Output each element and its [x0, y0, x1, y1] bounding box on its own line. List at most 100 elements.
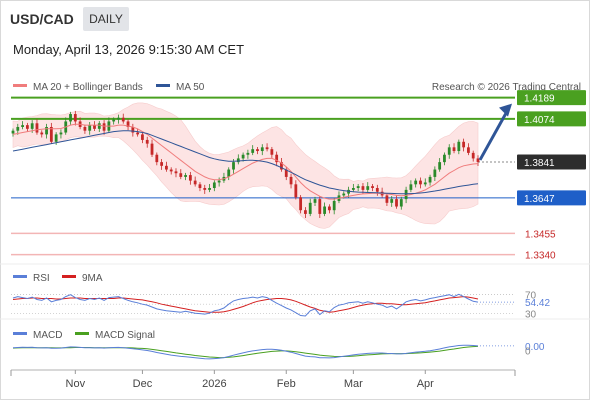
- candle-body: [179, 173, 183, 177]
- time-tick-label-Apr: Apr: [417, 378, 434, 390]
- legend-label-rsi: RSI: [33, 273, 50, 284]
- legend-label-macd: MACD: [33, 330, 62, 341]
- period-badge[interactable]: DAILY: [83, 7, 129, 31]
- forecast-arrow-head: [499, 103, 512, 117]
- candle-body: [423, 182, 427, 185]
- candle-body: [112, 119, 116, 122]
- candle-body: [236, 158, 240, 163]
- candle-body: [414, 180, 418, 185]
- candle-body: [404, 189, 408, 200]
- candle-body: [471, 152, 475, 159]
- time-tick-label-Feb: Feb: [277, 378, 296, 390]
- candle-body: [308, 202, 312, 214]
- candle-body: [347, 189, 350, 194]
- candle-body: [356, 186, 360, 189]
- candle-body: [203, 188, 207, 190]
- candle-body: [371, 186, 374, 189]
- candle-body: [35, 123, 39, 133]
- candle-body: [366, 186, 370, 190]
- candle-body: [438, 162, 442, 170]
- candle-body: [462, 141, 466, 148]
- candle-body: [433, 169, 437, 177]
- level-label-1.3647: 1.3647: [524, 194, 555, 205]
- source-note: Research © 2026 Trading Central: [432, 82, 581, 93]
- datetime-label: Monday, April 13, 2026 9:15:30 AM CET: [13, 42, 245, 57]
- candle-body: [54, 134, 58, 142]
- candle-body: [121, 117, 125, 122]
- time-tick-label-Dec: Dec: [133, 378, 153, 390]
- candle-body: [342, 193, 346, 196]
- candle-body: [45, 126, 48, 135]
- symbol-title: USD/CAD: [10, 11, 74, 27]
- macd-tick-0: 0: [525, 346, 531, 357]
- level-label-1.4189: 1.4189: [524, 94, 555, 105]
- candle-body: [304, 210, 307, 214]
- candle-body: [395, 199, 398, 207]
- legend-swatch-0: [13, 84, 27, 87]
- candle-body: [150, 143, 154, 155]
- candle-body: [246, 152, 250, 155]
- rsi-tick-70: 70: [525, 291, 537, 302]
- candle-body: [131, 126, 135, 133]
- candle-body: [83, 126, 87, 131]
- time-tick-label-2026: 2026: [202, 378, 226, 390]
- candle-body: [280, 162, 283, 170]
- candle-body: [289, 176, 293, 185]
- candle-body: [212, 182, 216, 189]
- candle-body: [313, 199, 317, 203]
- legend-label-1: MA 50: [176, 82, 205, 93]
- rsi-last-value: 54.42: [525, 298, 550, 309]
- candle-body: [88, 125, 92, 131]
- candle-body: [251, 149, 255, 153]
- candle-body: [428, 176, 432, 183]
- rsi-line: [12, 293, 479, 317]
- legend-label-macd-signal: MACD Signal: [95, 330, 155, 341]
- rsi-tick-30: 30: [525, 310, 537, 321]
- candle-body: [49, 126, 53, 142]
- candle-body: [208, 188, 211, 190]
- macd-last-value: 0.00: [525, 342, 545, 353]
- candle-body: [174, 171, 178, 174]
- candle-body: [97, 123, 101, 129]
- candle-body: [361, 186, 365, 190]
- level-label-1.3455: 1.3455: [525, 229, 556, 240]
- candle-body: [102, 123, 106, 131]
- candle-body: [93, 125, 96, 129]
- macd-line: [12, 344, 479, 360]
- candle-body: [21, 125, 24, 127]
- candle-body: [165, 165, 168, 170]
- candle-body: [169, 169, 173, 172]
- candle-body: [73, 114, 77, 122]
- candle-body: [399, 199, 403, 207]
- candle-body: [232, 162, 235, 170]
- candle-body: [141, 134, 144, 140]
- candle-body: [184, 175, 187, 177]
- candle-body: [323, 206, 326, 214]
- level-tag-1.3841: [517, 154, 586, 170]
- candle-body: [443, 154, 446, 163]
- legend-swatch-rsi: [13, 275, 27, 278]
- candle-body: [59, 132, 63, 135]
- candle-body: [457, 141, 461, 152]
- level-tag-1.4189: [517, 90, 586, 106]
- bollinger-band: [12, 102, 479, 229]
- candle-body: [318, 199, 322, 214]
- time-tick-label-Mar: Mar: [344, 378, 363, 390]
- candle-body: [270, 149, 274, 155]
- time-axis: Nov Dec 2026 Feb Mar Apr: [10, 369, 516, 390]
- candle-body: [11, 130, 15, 134]
- candle-body: [188, 175, 192, 181]
- candle-body: [375, 188, 379, 192]
- legend-swatch-1: [156, 84, 170, 87]
- candle-body: [217, 180, 221, 183]
- candle-body: [227, 169, 231, 177]
- candle-body: [390, 199, 394, 203]
- legend-label-0: MA 20 + Bollinger Bands: [33, 82, 143, 93]
- candle-body: [332, 200, 336, 211]
- candle-body: [419, 180, 422, 185]
- time-tick-label-Nov: Nov: [66, 378, 86, 390]
- candle-body: [476, 158, 480, 162]
- candle-body: [40, 132, 44, 135]
- candle-body: [260, 147, 264, 152]
